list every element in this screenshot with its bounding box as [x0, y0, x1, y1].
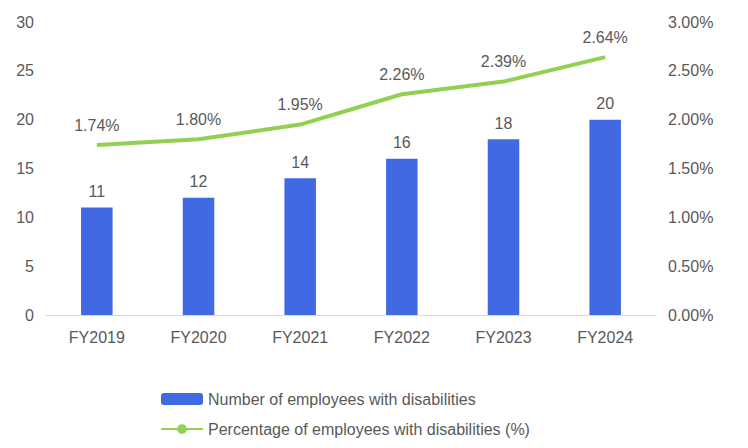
svg-text:20: 20	[16, 111, 34, 128]
svg-text:2.64%: 2.64%	[582, 29, 627, 46]
svg-text:FY2020: FY2020	[170, 329, 226, 346]
svg-text:1.50%: 1.50%	[668, 160, 713, 177]
svg-text:Percentage of employees with d: Percentage of employees with disabilitie…	[208, 421, 530, 438]
svg-text:FY2022: FY2022	[374, 329, 430, 346]
svg-text:2.50%: 2.50%	[668, 62, 713, 79]
svg-text:1.00%: 1.00%	[668, 209, 713, 226]
svg-text:18: 18	[495, 115, 513, 132]
svg-text:14: 14	[291, 154, 309, 171]
svg-text:1.74%: 1.74%	[74, 117, 119, 134]
svg-text:0.50%: 0.50%	[668, 258, 713, 275]
svg-text:FY2021: FY2021	[272, 329, 328, 346]
svg-text:15: 15	[16, 160, 34, 177]
svg-text:11: 11	[89, 183, 106, 200]
svg-text:5: 5	[25, 258, 34, 275]
svg-text:FY2023: FY2023	[475, 329, 531, 346]
svg-text:10: 10	[16, 209, 34, 226]
svg-text:0.00%: 0.00%	[668, 307, 713, 324]
svg-text:16: 16	[393, 134, 411, 151]
svg-text:2.39%: 2.39%	[481, 53, 526, 70]
svg-text:12: 12	[190, 173, 208, 190]
svg-text:FY2024: FY2024	[577, 329, 633, 346]
svg-text:0: 0	[25, 307, 34, 324]
svg-text:1.80%: 1.80%	[176, 111, 221, 128]
svg-text:3.00%: 3.00%	[668, 14, 713, 31]
svg-text:Number of employees with disab: Number of employees with disabilities	[208, 391, 476, 408]
svg-text:FY2019: FY2019	[69, 329, 125, 346]
svg-text:25: 25	[16, 62, 34, 79]
svg-text:2.00%: 2.00%	[668, 111, 713, 128]
svg-text:1.95%: 1.95%	[277, 96, 322, 113]
svg-text:20: 20	[596, 95, 614, 112]
svg-text:30: 30	[16, 14, 34, 31]
svg-text:2.26%: 2.26%	[379, 66, 424, 83]
